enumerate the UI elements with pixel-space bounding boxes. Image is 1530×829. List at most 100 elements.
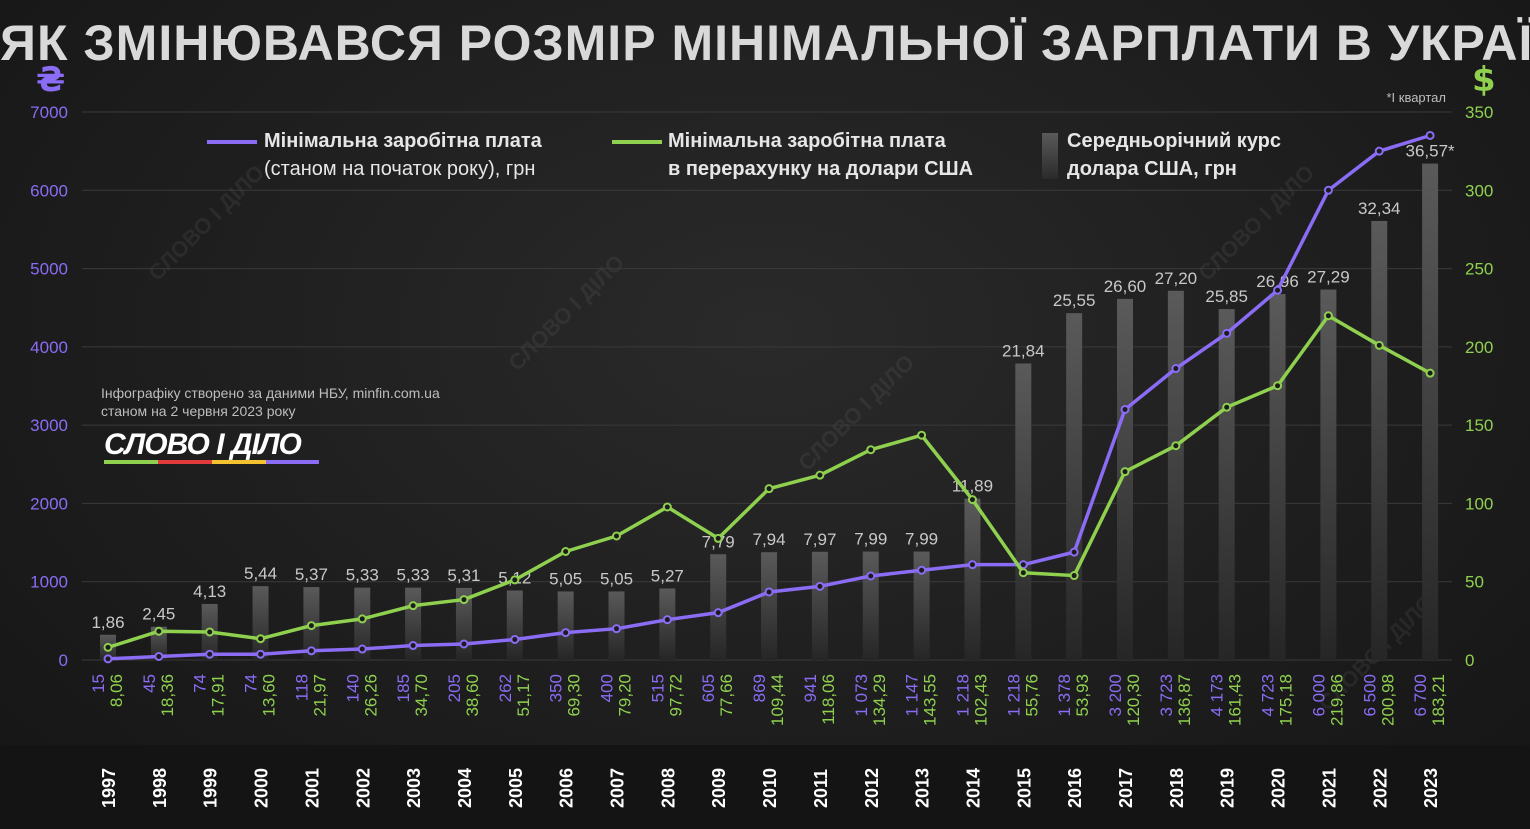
uah-point [256,649,266,659]
usd-point [1120,467,1130,477]
uah-point [154,651,164,661]
uah-value-label: 1 378 [1055,674,1074,717]
rate-bar [710,554,727,660]
uah-point [815,581,825,591]
rate-bar-label: 27,29 [1307,268,1350,287]
left-axis-tick-label: 6000 [30,181,68,200]
usd-value-label: 219,86 [1327,674,1346,726]
usd-value-label: 34,70 [412,674,431,717]
rate-bar [1320,289,1337,660]
usd-value-label: 120,30 [1124,674,1143,726]
uah-point [1069,547,1079,557]
uah-value-label: 74 [242,674,261,693]
uah-point [662,615,672,625]
uah-point [1425,130,1435,140]
uah-point [1374,146,1384,156]
legend-uah: Мінімальна заробітна плата (станом на по… [264,127,542,183]
uah-value-label: 185 [394,674,413,702]
uah-value-label: 3 723 [1157,674,1176,717]
usd-value-label: 97,72 [666,674,685,717]
year-label: 2014 [963,768,983,808]
uah-value-label: 205 [445,674,464,702]
year-label: 2012 [862,768,882,808]
usd-point [459,595,469,605]
usd-value-label: 175,18 [1277,674,1296,726]
uah-value-label: 1 218 [953,674,972,717]
year-label: 2002 [353,768,373,808]
usd-value-label: 136,87 [1175,674,1194,726]
uah-value-label: 1 147 [903,674,922,717]
hryvnia-icon: ₴ [36,60,66,100]
rate-bar-label: 26,60 [1104,277,1147,296]
rate-bar-label: 32,34 [1358,199,1401,218]
left-axis-tick-label: 7000 [30,103,68,122]
usd-value-label: 38,60 [463,674,482,717]
rate-bar-label: 5,33 [397,566,430,585]
rate-bar-label: 5,27 [651,566,684,585]
rate-bar-label: 7,99 [905,530,938,549]
legend-uah-swatch [207,140,257,144]
usd-value-label: 18,36 [158,674,177,717]
uah-value-label: 515 [648,674,667,702]
usd-value-label: 200,98 [1378,674,1397,726]
uah-value-label: 45 [140,674,159,693]
usd-value-label: 109,44 [768,674,787,726]
year-label: 2018 [1167,768,1187,808]
rate-bar-label: 26,96 [1256,272,1299,291]
usd-point [764,484,774,494]
usd-value-label: 143,55 [921,674,940,726]
year-label: 2009 [709,768,729,808]
right-axis-tick-label: 200 [1465,338,1493,357]
usd-value-label: 17,91 [209,674,228,717]
usd-value-label: 69,30 [565,674,584,717]
right-axis-tick-label: 150 [1465,416,1493,435]
rate-bar-label: 7,94 [753,530,786,549]
uah-value-label: 869 [750,674,769,702]
left-axis-tick-label: 2000 [30,494,68,513]
usd-point [205,627,215,637]
usd-point [713,533,723,543]
usd-value-label: 8,06 [107,674,126,707]
legend-usd-swatch [612,140,662,144]
year-label: 2000 [252,768,272,808]
left-axis-tick-label: 1000 [30,573,68,592]
usd-value-label: 102,43 [971,674,990,726]
rate-bar-label: 27,20 [1155,269,1198,288]
usd-point [154,626,164,636]
uah-value-label: 605 [699,674,718,702]
uah-value-label: 140 [343,674,362,702]
usd-point [256,634,266,644]
rate-bar-label: 5,05 [549,569,582,588]
uah-value-label: 1 218 [1004,674,1023,717]
rate-bar-label: 5,44 [244,564,277,583]
uah-point [1323,185,1333,195]
year-label: 1997 [99,768,119,808]
usd-point [510,575,520,585]
rate-bar-label: 25,85 [1205,287,1248,306]
year-label: 2011 [811,769,831,808]
rate-bar [1066,313,1083,660]
year-label: 2006 [557,768,577,808]
year-label: 2019 [1218,768,1238,808]
usd-value-label: 161,43 [1226,674,1245,726]
legend-uah-line1: Мінімальна заробітна плата [264,130,542,152]
source-line2: станом на 2 червня 2023 року [101,403,296,419]
logo: СЛОВО І ДІЛО [104,428,302,461]
uah-point [205,649,215,659]
usd-point [917,430,927,440]
rate-bar [862,551,879,660]
usd-point [408,601,418,611]
rate-bar [252,586,269,660]
left-axis-tick-label: 5000 [30,260,68,279]
uah-value-label: 6 000 [1309,674,1328,717]
usd-point [1222,402,1232,412]
year-label: 2016 [1065,768,1085,808]
usd-point [1273,381,1283,391]
uah-value-label: 400 [598,674,617,702]
rate-bar [964,498,981,660]
uah-value-label: 15 [89,674,108,693]
legend-uah-line2: (станом на початок року), грн [264,158,536,180]
uah-point [357,644,367,654]
legend-rate-swatch [1042,133,1058,179]
